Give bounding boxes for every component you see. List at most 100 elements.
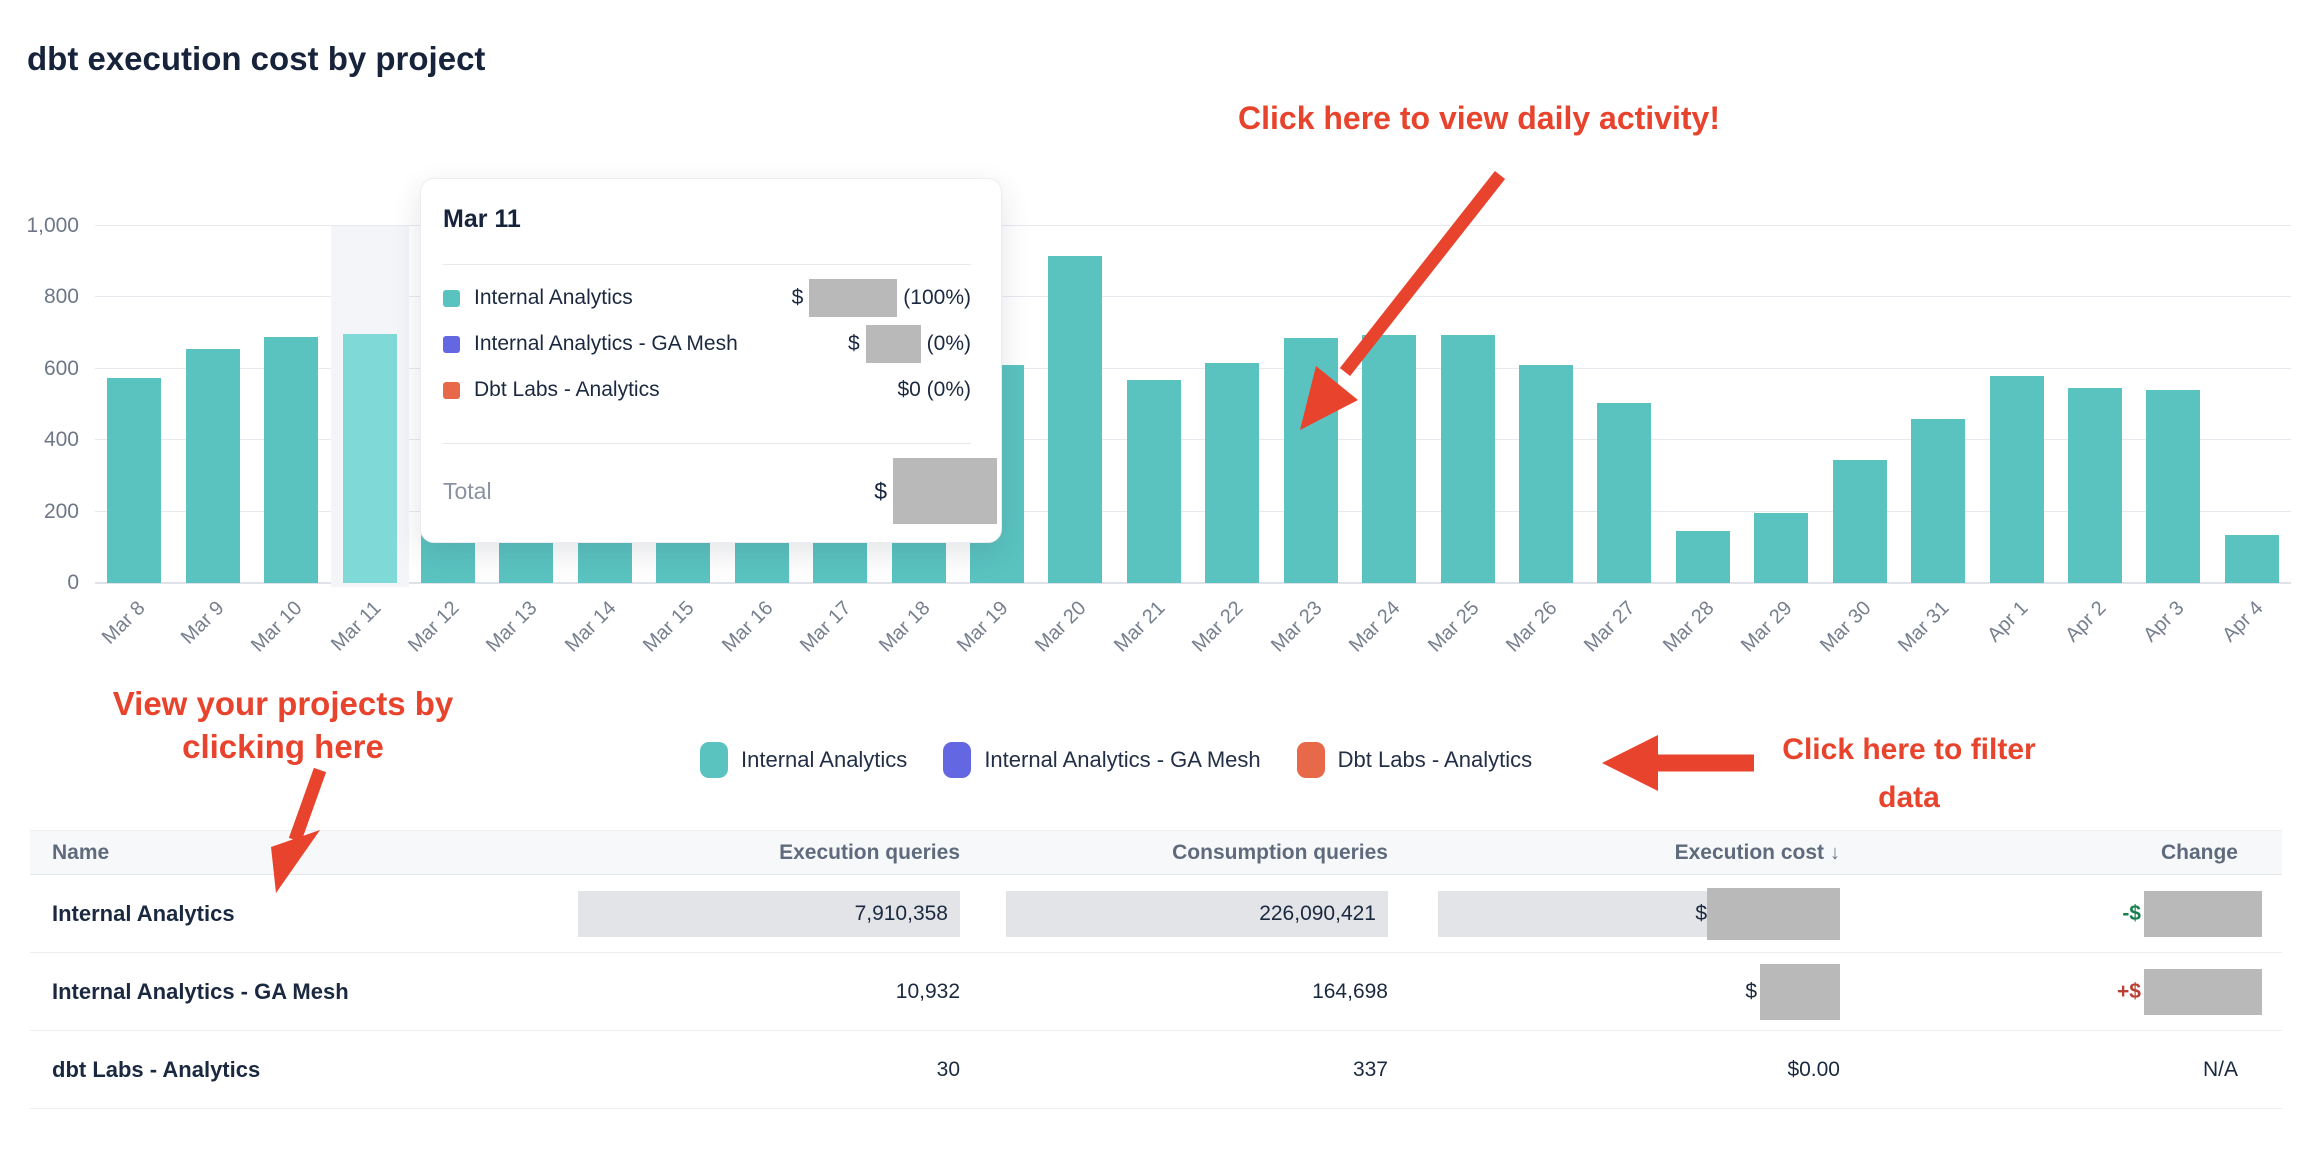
tooltip-series-value: $ (0%) [848,325,971,363]
legend-item-dbt-labs---analytics[interactable]: Dbt Labs - Analytics [1296,742,1533,778]
annotation-filter-data: Click here to filter data [1782,733,2036,814]
redacted-value-box [1707,887,1840,940]
annotation-daily-activity: Click here to view daily activity! [1238,100,1720,136]
x-axis-tick-label: Mar 19 [952,597,1013,657]
execution-cost-cell: $ [1396,887,1848,940]
tooltip-series-value: $ (100%) [792,279,971,317]
redacted-value-box [2144,890,2262,937]
project-name-link[interactable]: dbt Labs - Analytics [52,1056,261,1082]
consumption-queries-cell: 337 [1352,1057,1388,1081]
x-axis-tick-label: Mar 20 [1031,597,1091,657]
bar-mar-8[interactable] [107,377,162,583]
gridline [95,510,2291,512]
x-axis-tick-label: Apr 1 [1982,597,2033,647]
table-row: Internal Analytics 7,910,358 226,090,421… [30,875,2282,953]
x-axis-tick-label: Mar 26 [1501,597,1562,657]
tooltip-row-internal-analytics: Internal Analytics $ (100%) [443,275,971,321]
sort-desc-icon: ↓ [1830,841,1840,864]
y-axis-tick-label: 600 [43,356,79,380]
redacted-value-box [1760,963,1840,1020]
header-name[interactable]: Name [52,840,110,864]
table-header-row: Name Execution queries Consumption queri… [30,830,2282,875]
tooltip-divider [443,264,971,265]
x-axis-tick-label: Mar 27 [1580,597,1640,657]
series-swatch-icon [443,289,460,307]
bar-apr-3[interactable] [2146,390,2201,583]
series-swatch-icon [443,381,460,399]
bar-mar-24[interactable] [1362,334,1417,583]
currency-prefix: $ [874,477,887,504]
bar-mar-21[interactable] [1126,379,1181,583]
bar-mar-27[interactable] [1597,402,1652,583]
redacted-value-box [2144,968,2262,1015]
tooltip-series-label: Internal Analytics - GA Mesh [474,332,738,355]
series-swatch-icon [443,335,460,353]
bar-mar-11[interactable] [342,334,397,583]
x-axis-tick-label: Mar 13 [482,597,542,657]
bar-apr-2[interactable] [2067,388,2122,583]
bar-mar-31[interactable] [1911,418,1966,583]
project-name-link[interactable]: Internal Analytics - GA Mesh [52,978,349,1004]
x-axis-tick-label: Mar 15 [639,597,699,657]
bar-mar-30[interactable] [1832,459,1887,583]
x-axis-tick-label: Mar 29 [1737,597,1797,657]
x-axis-tick-label: Mar 28 [1658,597,1719,657]
consumption-queries-cell: 164,698 [1312,979,1388,1003]
y-axis-tick-label: 800 [43,285,79,309]
legend-item-internal-analytics[interactable]: Internal Analytics [700,742,907,778]
bar-mar-25[interactable] [1440,334,1495,583]
execution-queries-cell: 7,910,358 [500,890,968,937]
tooltip-series-label: Dbt Labs - Analytics [474,378,660,401]
tooltip-series-label: Internal Analytics [474,286,633,309]
x-axis-tick-label: Mar 21 [1109,597,1170,657]
table-row: Internal Analytics - GA Mesh 10,932 164,… [30,953,2282,1031]
legend-item-internal-analytics---ga-mesh[interactable]: Internal Analytics - GA Mesh [943,742,1261,778]
legend-label: Dbt Labs - Analytics [1337,747,1533,772]
x-axis-tick-label: Apr 3 [2139,597,2189,647]
tooltip-series-value: $0 (0%) [897,378,971,401]
x-axis-tick-label: Mar 23 [1266,597,1327,657]
header-execution-cost[interactable]: Execution cost ↓ [1674,840,1840,864]
chart-tooltip: Mar 11 Internal Analytics $ (100%) Internal… [420,178,1002,543]
bar-mar-23[interactable] [1283,338,1338,583]
legend-swatch-icon [700,742,728,778]
redacted-value-box [865,325,921,363]
project-name-link[interactable]: Internal Analytics [52,900,235,926]
x-axis-tick-label: Mar 24 [1345,597,1405,657]
redacted-value-box [893,458,997,524]
header-execution-queries[interactable]: Execution queries [779,840,960,864]
execution-queries-cell: 10,932 [895,979,960,1003]
change-cell: +$ [1848,968,2282,1015]
x-axis-tick-label: Mar 31 [1894,597,1954,657]
header-change[interactable]: Change [2160,840,2238,864]
bar-apr-1[interactable] [1989,375,2044,583]
bar-mar-10[interactable] [264,336,319,583]
bar-mar-9[interactable] [185,349,240,583]
gridline [95,225,2291,226]
execution-cost-cell: $0.00 [1787,1057,1840,1081]
bar-mar-29[interactable] [1754,513,1809,583]
bar-apr-4[interactable] [2224,534,2279,583]
x-axis-tick-label: Mar 8 [98,597,150,649]
redacted-value-box [809,279,898,317]
x-axis-tick-label: Mar 10 [247,597,307,657]
legend-label: Internal Analytics [741,747,908,772]
x-axis-tick-label: Apr 4 [2217,597,2268,647]
bar-mar-20[interactable] [1048,256,1103,583]
y-axis-tick-label: 400 [43,428,79,452]
bar-mar-22[interactable] [1205,363,1260,583]
y-axis-tick-label: 1,000 [26,214,79,237]
bar-mar-28[interactable] [1675,531,1730,583]
legend-swatch-icon [943,742,972,778]
bar-mar-26[interactable] [1518,365,1573,583]
x-axis-tick-label: Mar 16 [717,597,778,657]
gridline [95,296,2291,298]
tooltip-rows: Internal Analytics $ (100%) Internal Analyt… [443,275,971,413]
page-title: dbt execution cost by project [27,40,486,77]
tooltip-total-value: $ [874,458,997,524]
header-consumption-queries[interactable]: Consumption queries [1172,840,1388,864]
y-axis-tick-label: 0 [67,571,79,594]
tooltip-divider [443,443,971,444]
x-axis-tick-label: Mar 17 [796,597,856,657]
